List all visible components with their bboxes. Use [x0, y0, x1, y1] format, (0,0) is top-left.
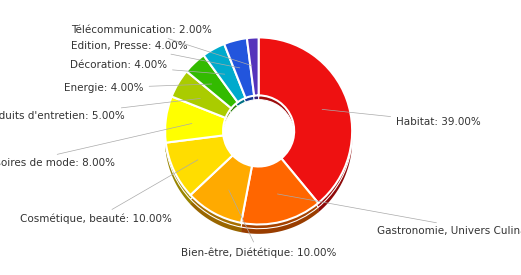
Wedge shape [165, 101, 226, 147]
Wedge shape [165, 97, 226, 143]
Wedge shape [224, 38, 254, 98]
Wedge shape [247, 37, 258, 96]
Wedge shape [187, 59, 238, 112]
Text: Produits d'entretien: 5.00%: Produits d'entretien: 5.00% [0, 98, 200, 121]
Wedge shape [187, 55, 238, 108]
Wedge shape [258, 37, 352, 203]
Polygon shape [166, 135, 224, 152]
Polygon shape [166, 135, 224, 152]
Wedge shape [204, 48, 245, 106]
Polygon shape [252, 158, 281, 176]
Polygon shape [318, 132, 352, 212]
Wedge shape [171, 71, 231, 118]
Wedge shape [224, 42, 254, 102]
Text: Edition, Presse: 4.00%: Edition, Presse: 4.00% [71, 41, 240, 68]
Text: Habitat: 39.00%: Habitat: 39.00% [322, 109, 481, 126]
Text: Energie: 4.00%: Energie: 4.00% [64, 83, 212, 93]
Polygon shape [241, 166, 252, 232]
Polygon shape [281, 131, 294, 168]
Wedge shape [241, 158, 318, 224]
Polygon shape [166, 143, 191, 204]
Text: Télécommunication: 2.00%: Télécommunication: 2.00% [71, 25, 252, 66]
Wedge shape [247, 42, 258, 100]
Wedge shape [166, 140, 233, 199]
Polygon shape [191, 155, 233, 204]
Wedge shape [191, 155, 252, 223]
Polygon shape [224, 135, 233, 165]
Polygon shape [281, 158, 318, 212]
Wedge shape [191, 160, 252, 227]
Polygon shape [191, 195, 241, 232]
Text: Cosmétique, beauté: 10.00%: Cosmétique, beauté: 10.00% [20, 160, 198, 224]
Polygon shape [241, 203, 318, 234]
Text: Textile, Accessoires de mode: 8.00%: Textile, Accessoires de mode: 8.00% [0, 123, 192, 168]
Polygon shape [165, 131, 166, 152]
Wedge shape [166, 135, 233, 195]
Wedge shape [171, 76, 231, 122]
Polygon shape [281, 158, 318, 212]
Wedge shape [204, 44, 245, 102]
Polygon shape [233, 155, 252, 175]
Polygon shape [191, 155, 233, 204]
Text: Bien-être, Diététique: 10.00%: Bien-être, Diététique: 10.00% [181, 190, 337, 258]
Text: Gastronomie, Univers Culinaire: 14.00%: Gastronomie, Univers Culinaire: 14.00% [277, 194, 521, 236]
Wedge shape [258, 42, 352, 207]
Polygon shape [241, 166, 252, 232]
Text: Décoration: 4.00%: Décoration: 4.00% [70, 60, 225, 74]
Wedge shape [241, 163, 318, 229]
